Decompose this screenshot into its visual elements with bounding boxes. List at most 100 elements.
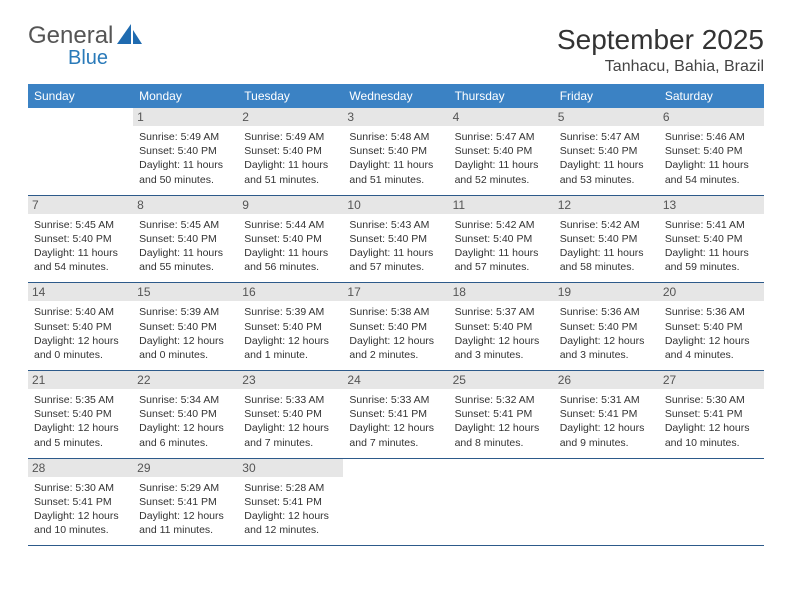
day-number: 23 <box>238 371 343 389</box>
calendar-page: General Blue September 2025 Tanhacu, Bah… <box>0 0 792 570</box>
daylight-text: Daylight: 11 hours and 54 minutes. <box>34 246 127 274</box>
daylight-text: Daylight: 11 hours and 56 minutes. <box>244 246 337 274</box>
calendar-cell: 29Sunrise: 5:29 AMSunset: 5:41 PMDayligh… <box>133 459 238 546</box>
calendar-cell: 7Sunrise: 5:45 AMSunset: 5:40 PMDaylight… <box>28 196 133 283</box>
sunrise-text: Sunrise: 5:28 AM <box>244 481 337 495</box>
daylight-text: Daylight: 11 hours and 51 minutes. <box>349 158 442 186</box>
sunrise-text: Sunrise: 5:41 AM <box>665 218 758 232</box>
daylight-text: Daylight: 12 hours and 3 minutes. <box>455 334 548 362</box>
day-number: 24 <box>343 371 448 389</box>
daylight-text: Daylight: 12 hours and 11 minutes. <box>139 509 232 537</box>
day-number: 21 <box>28 371 133 389</box>
sunrise-text: Sunrise: 5:46 AM <box>665 130 758 144</box>
calendar-cell: 4Sunrise: 5:47 AMSunset: 5:40 PMDaylight… <box>449 108 554 195</box>
day-number: 26 <box>554 371 659 389</box>
sunrise-text: Sunrise: 5:40 AM <box>34 305 127 319</box>
daylight-text: Daylight: 11 hours and 55 minutes. <box>139 246 232 274</box>
day-number: 5 <box>554 108 659 126</box>
daylight-text: Daylight: 12 hours and 7 minutes. <box>349 421 442 449</box>
sunrise-text: Sunrise: 5:45 AM <box>139 218 232 232</box>
sunrise-text: Sunrise: 5:33 AM <box>244 393 337 407</box>
calendar-cell: 5Sunrise: 5:47 AMSunset: 5:40 PMDaylight… <box>554 108 659 195</box>
weekday-header: Sunday <box>28 84 133 108</box>
calendar-cell: . <box>343 459 448 546</box>
day-number: 2 <box>238 108 343 126</box>
sunset-text: Sunset: 5:40 PM <box>665 232 758 246</box>
calendar-cell: 6 Sunrise: 5:46 AMSunset: 5:40 PMDaylight… <box>659 108 764 195</box>
sunrise-text: Sunrise: 5:49 AM <box>244 130 337 144</box>
daylight-text: Daylight: 11 hours and 52 minutes. <box>455 158 548 186</box>
sunset-text: Sunset: 5:41 PM <box>455 407 548 421</box>
daylight-text: Daylight: 12 hours and 6 minutes. <box>139 421 232 449</box>
calendar-cell: 26Sunrise: 5:31 AMSunset: 5:41 PMDayligh… <box>554 371 659 458</box>
calendar-cell: . <box>659 459 764 546</box>
sunset-text: Sunset: 5:41 PM <box>349 407 442 421</box>
day-number: 22 <box>133 371 238 389</box>
calendar-cell: 9Sunrise: 5:44 AMSunset: 5:40 PMDaylight… <box>238 196 343 283</box>
sunset-text: Sunset: 5:40 PM <box>139 144 232 158</box>
calendar-cell: 12Sunrise: 5:42 AMSunset: 5:40 PMDayligh… <box>554 196 659 283</box>
day-number: 25 <box>449 371 554 389</box>
day-number: 13 <box>659 196 764 214</box>
calendar-cell: 11Sunrise: 5:42 AMSunset: 5:40 PMDayligh… <box>449 196 554 283</box>
day-number: 6 <box>659 108 764 126</box>
sunrise-text: Sunrise: 5:31 AM <box>560 393 653 407</box>
daylight-text: Daylight: 12 hours and 1 minute. <box>244 334 337 362</box>
day-number: 29 <box>133 459 238 477</box>
daylight-text: Daylight: 12 hours and 0 minutes. <box>139 334 232 362</box>
sunset-text: Sunset: 5:40 PM <box>244 144 337 158</box>
location-text: Tanhacu, Bahia, Brazil <box>557 58 764 76</box>
daylight-text: Daylight: 11 hours and 54 minutes. <box>665 158 758 186</box>
day-number: 17 <box>343 283 448 301</box>
sunset-text: Sunset: 5:40 PM <box>560 320 653 334</box>
sunrise-text: Sunrise: 5:33 AM <box>349 393 442 407</box>
sunset-text: Sunset: 5:40 PM <box>244 232 337 246</box>
sunrise-text: Sunrise: 5:49 AM <box>139 130 232 144</box>
sunrise-text: Sunrise: 5:43 AM <box>349 218 442 232</box>
day-number: 18 <box>449 283 554 301</box>
weekday-header: Monday <box>133 84 238 108</box>
sail-icon <box>117 24 143 51</box>
sunset-text: Sunset: 5:40 PM <box>455 320 548 334</box>
sunset-text: Sunset: 5:40 PM <box>139 320 232 334</box>
sunrise-text: Sunrise: 5:30 AM <box>34 481 127 495</box>
calendar-cell: 14Sunrise: 5:40 AMSunset: 5:40 PMDayligh… <box>28 283 133 370</box>
calendar-cell: 25Sunrise: 5:32 AMSunset: 5:41 PMDayligh… <box>449 371 554 458</box>
day-number: 9 <box>238 196 343 214</box>
day-number: 4 <box>449 108 554 126</box>
calendar-cell: 20Sunrise: 5:36 AMSunset: 5:40 PMDayligh… <box>659 283 764 370</box>
weekday-header: Friday <box>554 84 659 108</box>
calendar-cell: 10Sunrise: 5:43 AMSunset: 5:40 PMDayligh… <box>343 196 448 283</box>
day-number: 8 <box>133 196 238 214</box>
sunset-text: Sunset: 5:40 PM <box>455 232 548 246</box>
calendar-cell: 19Sunrise: 5:36 AMSunset: 5:40 PMDayligh… <box>554 283 659 370</box>
calendar-cell: 24 Sunrise: 5:33 AMSunset: 5:41 PMDayligh… <box>343 371 448 458</box>
calendar-cell: 1Sunrise: 5:49 AMSunset: 5:40 PMDaylight… <box>133 108 238 195</box>
day-number: 20 <box>659 283 764 301</box>
sunset-text: Sunset: 5:40 PM <box>244 320 337 334</box>
calendar-cell: 2Sunrise: 5:49 AMSunset: 5:40 PMDaylight… <box>238 108 343 195</box>
calendar-body: . 1Sunrise: 5:49 AMSunset: 5:40 PMDayligh… <box>28 108 764 546</box>
sunset-text: Sunset: 5:40 PM <box>665 144 758 158</box>
daylight-text: Daylight: 12 hours and 10 minutes. <box>34 509 127 537</box>
sunset-text: Sunset: 5:40 PM <box>560 144 653 158</box>
weekday-header-row: SundayMondayTuesdayWednesdayThursdayFrid… <box>28 84 764 108</box>
day-number: 10 <box>343 196 448 214</box>
sunrise-text: Sunrise: 5:35 AM <box>34 393 127 407</box>
calendar-cell: 28Sunrise: 5:30 AMSunset: 5:41 PMDayligh… <box>28 459 133 546</box>
sunset-text: Sunset: 5:40 PM <box>34 232 127 246</box>
calendar-cell: . <box>554 459 659 546</box>
sunrise-text: Sunrise: 5:38 AM <box>349 305 442 319</box>
day-number: 12 <box>554 196 659 214</box>
day-number: 19 <box>554 283 659 301</box>
sunrise-text: Sunrise: 5:42 AM <box>455 218 548 232</box>
sunrise-text: Sunrise: 5:34 AM <box>139 393 232 407</box>
day-number: 3 <box>343 108 448 126</box>
sunrise-text: Sunrise: 5:37 AM <box>455 305 548 319</box>
sunset-text: Sunset: 5:41 PM <box>34 495 127 509</box>
page-header: General Blue September 2025 Tanhacu, Bah… <box>28 24 764 76</box>
sunrise-text: Sunrise: 5:47 AM <box>560 130 653 144</box>
sunrise-text: Sunrise: 5:29 AM <box>139 481 232 495</box>
day-number: 27 <box>659 371 764 389</box>
calendar-cell: 22Sunrise: 5:34 AMSunset: 5:40 PMDayligh… <box>133 371 238 458</box>
